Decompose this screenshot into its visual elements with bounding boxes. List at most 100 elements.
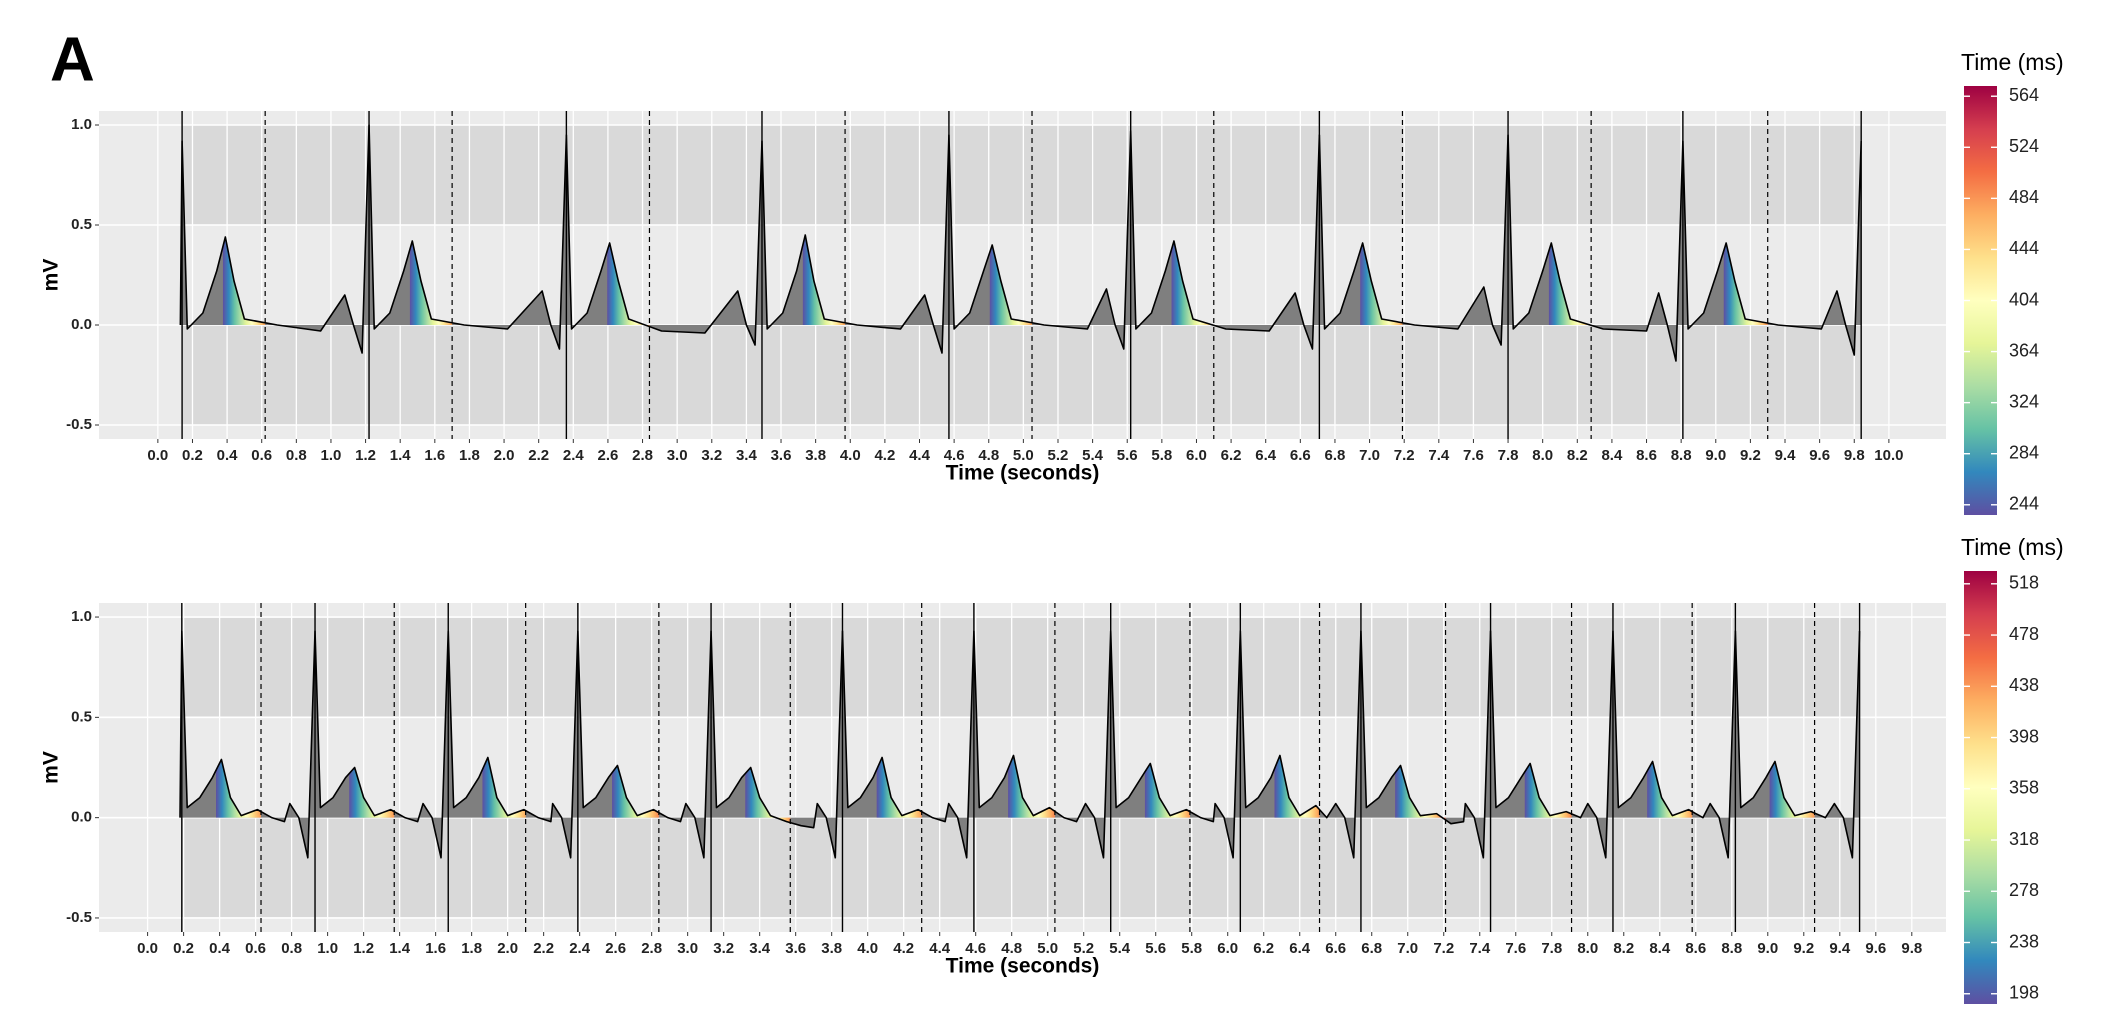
colored-repolarization — [1008, 755, 1055, 818]
x-tick-label: 6.6 — [1290, 447, 1311, 464]
colored-repolarization — [222, 237, 266, 325]
x-tick-label: 2.2 — [528, 447, 549, 464]
y-tick-label: 0.0 — [71, 316, 92, 333]
y-tick-label: 0.5 — [71, 708, 92, 725]
colorbar-tick-label: 438 — [2009, 675, 2039, 695]
y-tick-label: -0.5 — [66, 909, 92, 926]
x-tick-label: 4.0 — [857, 940, 878, 957]
colorbar-tick-label: 244 — [2009, 494, 2039, 514]
x-tick-label: 6.8 — [1325, 447, 1346, 464]
colored-repolarization — [876, 757, 922, 818]
colored-repolarization — [1647, 761, 1693, 818]
x-tick-label: 7.0 — [1359, 447, 1380, 464]
x-tick-label: 7.2 — [1394, 447, 1415, 464]
x-tick-label: 7.2 — [1433, 940, 1454, 957]
area — [180, 631, 1860, 858]
x-tick-label: 5.6 — [1145, 940, 1166, 957]
x-tick-label: 8.0 — [1577, 940, 1598, 957]
x-tick-label: 3.0 — [677, 940, 698, 957]
colorbar-tick-label: 444 — [2009, 238, 2039, 258]
x-tick-label: 9.2 — [1793, 940, 1814, 957]
x-tick-label: 1.6 — [425, 940, 446, 957]
shaded-band — [181, 617, 1860, 718]
panel-label: A — [50, 25, 95, 94]
y-axis-title: mV — [40, 259, 63, 292]
colorbar-tick-label: 324 — [2009, 391, 2039, 411]
x-tick-label: 0.4 — [217, 447, 239, 464]
shaded-band — [182, 325, 1862, 425]
colorbar-tick-label: 278 — [2009, 880, 2039, 900]
x-tick-label: 5.8 — [1151, 447, 1172, 464]
colored-repolarization — [1524, 763, 1572, 818]
colorbar-tick-label: 524 — [2009, 136, 2039, 156]
y-tick-label: 0.5 — [71, 216, 92, 233]
x-tick-label: 9.8 — [1901, 940, 1922, 957]
x-tick-label: 1.4 — [389, 940, 411, 957]
y-tick-label: 1.0 — [71, 608, 92, 625]
colored-repolarization — [1769, 761, 1815, 818]
x-tick-label: 5.8 — [1181, 940, 1202, 957]
x-tick-label: 4.8 — [1001, 940, 1022, 957]
x-tick-label: 3.6 — [771, 447, 792, 464]
colored-repolarization — [1171, 241, 1214, 326]
x-tick-label: 1.4 — [390, 447, 412, 464]
y-axis-title: mV — [40, 751, 63, 784]
x-tick-label: 8.4 — [1601, 447, 1623, 464]
shaded-band — [181, 817, 1860, 918]
x-tick-label: 0.2 — [173, 940, 194, 957]
x-tick-label: 7.8 — [1541, 940, 1562, 957]
x-tick-label: 1.0 — [321, 447, 342, 464]
x-tick-label: 9.0 — [1705, 447, 1726, 464]
x-tick-label: 3.0 — [667, 447, 688, 464]
x-tick-label: 8.8 — [1721, 940, 1742, 957]
colorbar-tick-label: 398 — [2009, 726, 2039, 746]
x-axis-title: Time (seconds) — [946, 955, 1100, 978]
colored-repolarization — [1395, 765, 1446, 820]
x-tick-label: 2.8 — [641, 940, 662, 957]
colored-repolarization — [1723, 243, 1768, 325]
x-tick-label: 5.6 — [1117, 447, 1138, 464]
colorbar-tick-label: 318 — [2009, 829, 2039, 849]
colored-repolarization — [349, 767, 395, 818]
y-tick-label: -0.5 — [66, 416, 92, 433]
x-tick-label: 3.8 — [821, 940, 842, 957]
x-tick-label: 2.4 — [563, 447, 585, 464]
x-tick-label: 9.0 — [1757, 940, 1778, 957]
x-tick-label: 8.2 — [1567, 447, 1588, 464]
x-tick-label: 2.6 — [597, 447, 618, 464]
x-tick-label: 3.2 — [701, 447, 722, 464]
x-axis-title: Time (seconds) — [946, 462, 1100, 485]
colorbar-title: Time (ms) — [1961, 534, 2064, 560]
x-tick-label: 5.2 — [1073, 940, 1094, 957]
colored-repolarization — [1144, 763, 1190, 818]
x-tick-label: 0.0 — [147, 447, 168, 464]
y-tick-label: 1.0 — [71, 116, 92, 133]
x-tick-label: 4.8 — [978, 447, 999, 464]
x-tick-label: 6.0 — [1217, 940, 1238, 957]
x-tick-label: 1.8 — [461, 940, 482, 957]
x-tick-label: 5.0 — [1013, 447, 1034, 464]
colored-repolarization — [802, 235, 846, 325]
x-tick-label: 4.2 — [893, 940, 914, 957]
x-tick-label: 1.8 — [459, 447, 480, 464]
x-tick-label: 1.0 — [317, 940, 338, 957]
colorbar-tick-label: 484 — [2009, 187, 2039, 207]
x-tick-label: 0.8 — [281, 940, 302, 957]
x-tick-label: 9.4 — [1775, 447, 1797, 464]
x-tick-label: 3.2 — [713, 940, 734, 957]
colorbar-tick-label: 364 — [2009, 340, 2039, 360]
x-tick-label: 6.2 — [1221, 447, 1242, 464]
colored-repolarization — [612, 765, 659, 818]
x-tick-label: 2.0 — [494, 447, 515, 464]
x-tick-label: 4.6 — [965, 940, 986, 957]
colored-repolarization — [482, 757, 526, 818]
y-tick-label: 0.0 — [71, 809, 92, 826]
colorbar-tick-label: 478 — [2009, 624, 2039, 644]
x-tick-label: 3.4 — [749, 940, 771, 957]
colored-repolarization — [1548, 243, 1592, 326]
colored-repolarization — [1274, 755, 1320, 818]
x-tick-label: 0.6 — [245, 940, 266, 957]
x-tick-label: 4.4 — [909, 447, 931, 464]
